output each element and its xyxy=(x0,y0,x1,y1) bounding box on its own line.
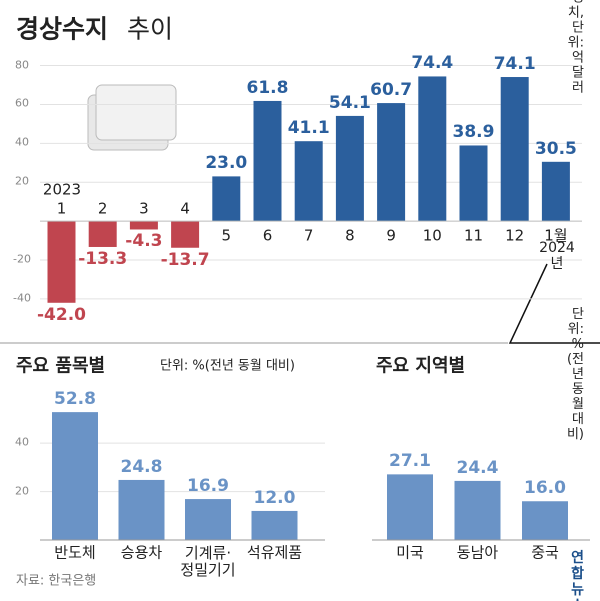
x-tick-label: 6 xyxy=(262,226,273,245)
value-label: 74.1 xyxy=(493,54,536,75)
source: 자료: 한국은행 xyxy=(16,573,97,589)
value-label: 74.4 xyxy=(411,53,454,74)
x-tick-label: 5 xyxy=(221,226,232,245)
bar xyxy=(294,141,323,222)
x-tick-label: 11 xyxy=(463,226,484,245)
x-tick-label: 9 xyxy=(386,226,396,245)
chart-note: 단위: % (전년 동월 대비) xyxy=(566,306,584,442)
x-tick-label: 1 xyxy=(56,199,67,218)
x-tick-label: 3 xyxy=(139,199,149,218)
chart-subtitle: 추이 xyxy=(127,14,174,44)
bar xyxy=(454,480,501,540)
x-tick-label: 승용차 xyxy=(120,543,163,562)
bar xyxy=(171,221,200,248)
bar xyxy=(88,221,117,247)
value-label: -4.3 xyxy=(125,231,163,252)
x-tick-label: 4 xyxy=(180,199,190,218)
x-tick-label: 미국 xyxy=(396,543,424,562)
y-tick-label: 40 xyxy=(15,136,29,150)
x-tick-label: 12 xyxy=(505,226,525,245)
chart-title: 주요 지역별 xyxy=(376,355,466,377)
value-label: -42.0 xyxy=(37,304,86,325)
value-label: 16.9 xyxy=(187,476,229,497)
value-label: -13.7 xyxy=(160,249,210,270)
value-label: 23.0 xyxy=(205,153,248,174)
chart-note: 단위: %(전년 동월 대비) xyxy=(160,358,295,374)
annotation: 2024년 xyxy=(539,239,575,272)
x-tick-label: 중국 xyxy=(531,543,559,562)
chart-note: 잠정치, 단위: 억 달러 xyxy=(567,0,584,95)
bar xyxy=(459,145,488,222)
bar xyxy=(377,103,406,222)
bar xyxy=(418,76,447,222)
value-label: 16.0 xyxy=(524,478,566,499)
bar xyxy=(129,221,158,230)
value-label: 30.5 xyxy=(534,139,577,160)
x-tick-label: 반도체 xyxy=(54,543,96,562)
x-tick-label: 동남아 xyxy=(456,543,499,562)
annotation: 2023 xyxy=(42,180,82,199)
bar xyxy=(541,161,570,222)
value-label: 24.4 xyxy=(456,458,499,479)
bar xyxy=(212,176,241,222)
chart-title: 주요 품목별 xyxy=(16,355,106,377)
connector xyxy=(508,263,600,344)
x-tick-label: 석유제품 xyxy=(246,543,303,562)
bar xyxy=(251,510,298,540)
y-tick-label: -40 xyxy=(13,291,31,305)
value-label: 54.1 xyxy=(328,93,371,114)
bar xyxy=(387,474,433,540)
bar xyxy=(522,501,568,540)
value-label: 38.9 xyxy=(452,122,495,143)
bar xyxy=(185,499,231,540)
value-label: 27.1 xyxy=(389,451,431,472)
value-label: 41.1 xyxy=(287,118,330,139)
x-tick-label: 8 xyxy=(345,226,355,245)
y-tick-label: 40 xyxy=(15,435,29,449)
value-label: 52.8 xyxy=(54,389,96,410)
value-label: 12.0 xyxy=(253,488,296,509)
y-tick-label: 60 xyxy=(15,97,29,111)
value-label: 61.8 xyxy=(246,78,289,99)
bar xyxy=(500,77,529,222)
bar xyxy=(335,115,364,222)
x-tick-label: 10 xyxy=(422,226,442,245)
y-tick-label: 20 xyxy=(15,174,29,188)
x-tick-label: 기계류· 정밀기기 xyxy=(180,543,236,579)
money-icon xyxy=(95,84,177,141)
bar xyxy=(47,221,76,303)
y-tick-label: 20 xyxy=(15,484,29,498)
value-label: 60.7 xyxy=(370,80,413,101)
y-tick-label: 80 xyxy=(15,58,29,72)
logo: 연합뉴스 xyxy=(571,549,584,601)
y-tick-label: -20 xyxy=(13,252,31,266)
bar xyxy=(118,479,165,540)
x-tick-label: 1월 xyxy=(544,226,568,245)
x-tick-label: 7 xyxy=(303,226,314,245)
value-label: -13.3 xyxy=(78,249,128,270)
bar xyxy=(253,100,282,222)
value-label: 24.8 xyxy=(120,457,163,478)
x-tick-label: 2 xyxy=(97,199,108,218)
chart-title: 경상수지 xyxy=(16,14,109,44)
bar xyxy=(52,412,98,540)
